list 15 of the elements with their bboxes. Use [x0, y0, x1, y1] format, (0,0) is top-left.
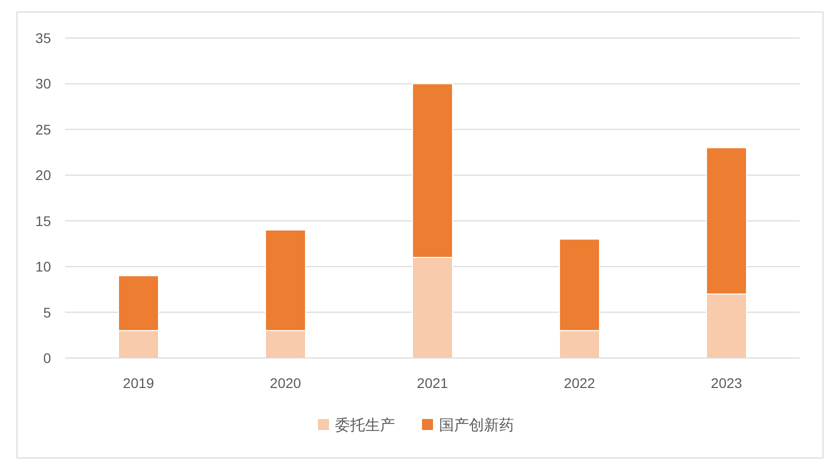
y-tick-label: 5 [43, 304, 52, 320]
y-tick-label: 25 [35, 121, 52, 138]
x-tick-label: 2022 [564, 375, 596, 391]
legend-label: 委托生产 [335, 417, 395, 434]
y-tick-label: 20 [35, 167, 52, 184]
x-tick-label: 2019 [122, 375, 154, 391]
y-tick-label: 30 [35, 76, 52, 92]
y-tick-label: 0 [43, 350, 52, 366]
y-tick-label: 35 [35, 30, 52, 46]
legend-label: 国产创新药 [439, 417, 514, 434]
y-tick-label: 15 [35, 212, 52, 229]
x-tick-label: 2020 [270, 375, 302, 391]
x-tick-label: 2021 [416, 375, 448, 391]
x-tick-label: 2023 [710, 375, 742, 391]
y-tick-label: 10 [35, 258, 52, 275]
